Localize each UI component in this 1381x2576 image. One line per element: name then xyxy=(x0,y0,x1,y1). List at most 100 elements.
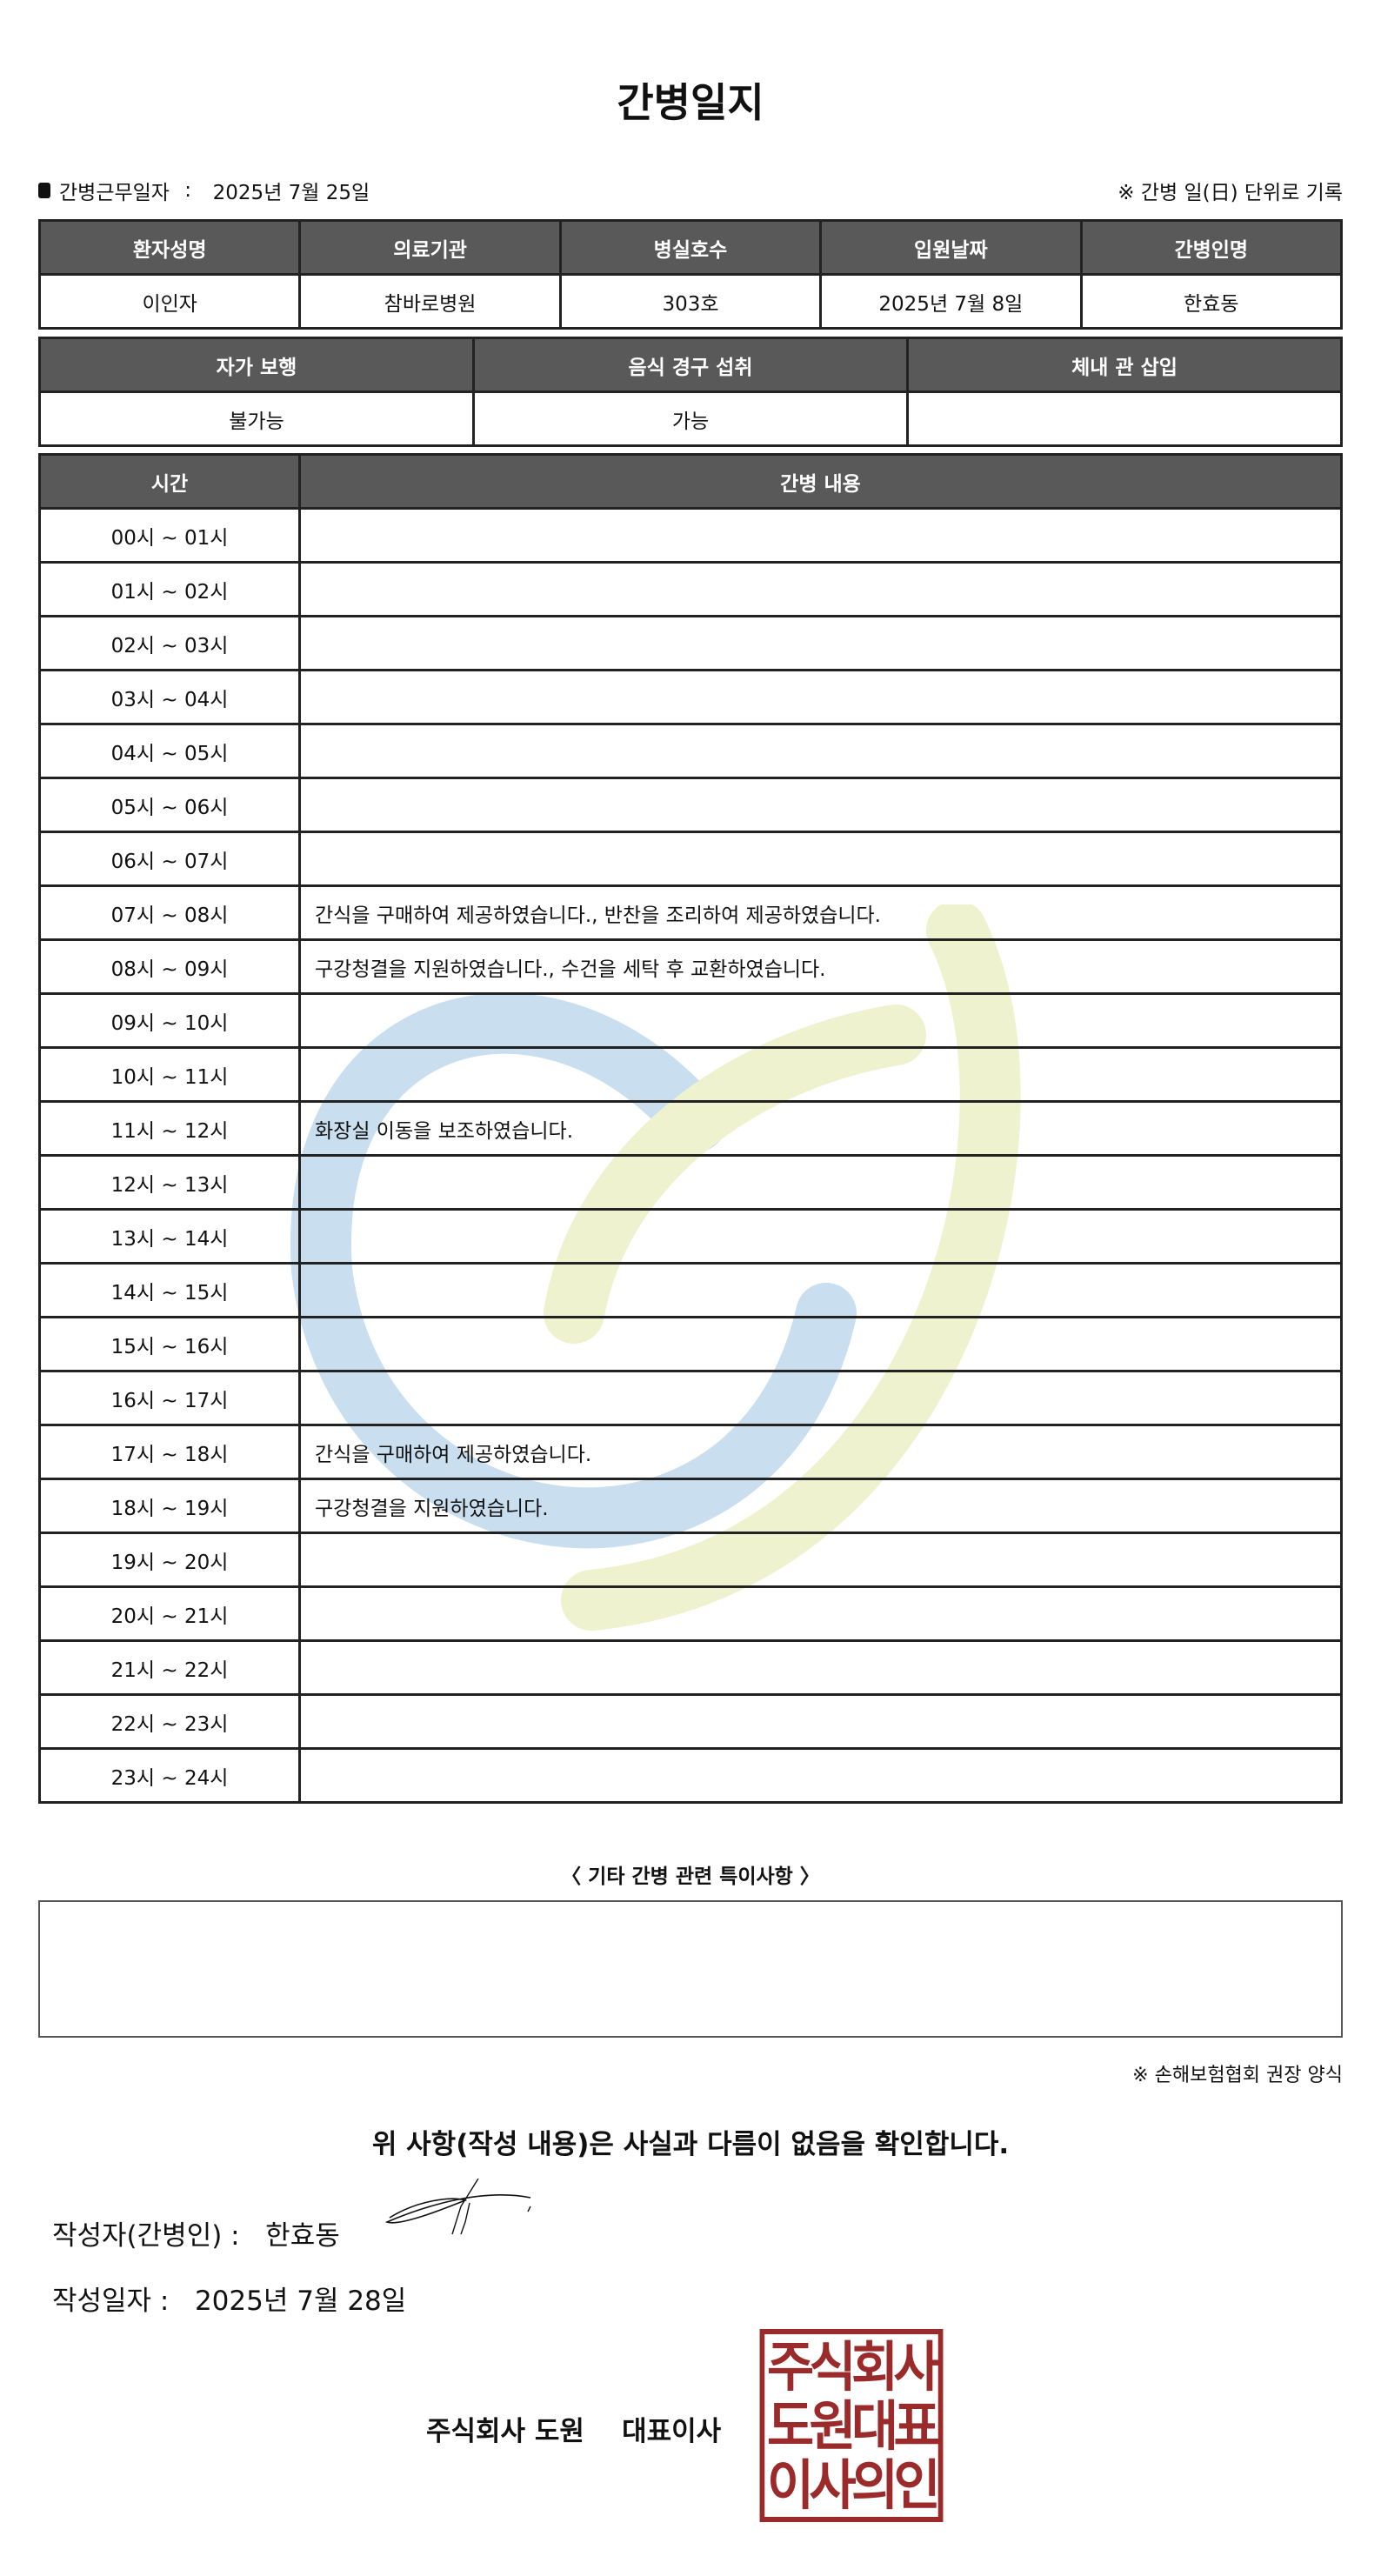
work-date-label: 간병근무일자 xyxy=(59,182,170,204)
patient-name: 이인자 xyxy=(37,273,302,330)
log-row: 12시 ~ 13시 xyxy=(38,1154,1343,1211)
log-row: 16시 ~ 17시 xyxy=(38,1370,1343,1426)
log-time: 04시 ~ 05시 xyxy=(38,723,301,779)
log-row: 15시 ~ 16시 xyxy=(38,1316,1343,1372)
log-content xyxy=(298,507,1343,564)
log-row: 09시 ~ 10시 xyxy=(38,992,1343,1049)
log-time: 13시 ~ 14시 xyxy=(38,1208,301,1265)
write-date-label: 작성일자 : xyxy=(52,2286,170,2317)
header-patient-name: 환자성명 xyxy=(37,219,302,276)
header-admission-date: 입원날짜 xyxy=(819,219,1083,276)
walking: 불가능 xyxy=(38,390,475,447)
log-content xyxy=(298,1639,1343,1696)
log-row: 03시 ~ 04시 xyxy=(38,669,1343,725)
log-content xyxy=(298,1316,1343,1372)
log-content xyxy=(298,831,1343,887)
header-hospital: 의료기관 xyxy=(298,219,562,276)
log-time: 22시 ~ 23시 xyxy=(38,1693,301,1750)
log-time: 10시 ~ 11시 xyxy=(38,1046,301,1103)
status-table: 자가 보행 음식 경구 섭취 체내 관 삽입 불가능 가능 xyxy=(38,337,1343,447)
log-row: 07시 ~ 08시 간식을 구매하여 제공하였습니다., 반찬을 조리하여 제공하… xyxy=(38,884,1343,941)
writer-name: 한효동 xyxy=(265,2220,340,2252)
log-row: 19시 ~ 20시 xyxy=(38,1532,1343,1588)
log-row: 06시 ~ 07시 xyxy=(38,831,1343,887)
log-time: 21시 ~ 22시 xyxy=(38,1639,301,1696)
log-content xyxy=(298,1747,1343,1804)
caregiver: 한효동 xyxy=(1079,273,1344,330)
log-content: 구강청결을 지원하였습니다., 수건을 세탁 후 교환하였습니다. xyxy=(298,938,1343,995)
patient-value-row: 이인자 참바로병원 303호 2025년 7월 8일 한효동 xyxy=(37,273,1344,330)
log-time: 01시 ~ 02시 xyxy=(38,561,301,617)
signature xyxy=(384,2179,531,2235)
log-content xyxy=(298,615,1343,671)
work-date-value: 2025년 7월 25일 xyxy=(212,182,370,204)
log-time: 17시 ~ 18시 xyxy=(38,1424,301,1480)
header-walking: 자가 보행 xyxy=(38,337,475,393)
source-note: ※ 손해보험협회 권장 양식 xyxy=(1132,2065,1343,2086)
record-note: ※ 간병 일(日) 단위로 기록 xyxy=(1117,182,1343,204)
care-log-table: 시간 간병 내용 00시 ~ 01시 01시 ~ 02시 02시 ~ 03시 03시 … xyxy=(38,453,1343,1804)
log-row: 18시 ~ 19시 구강청결을 지원하였습니다. xyxy=(38,1478,1343,1534)
separator: : xyxy=(177,179,204,202)
status-value-row: 불가능 가능 xyxy=(38,390,1343,447)
log-row: 17시 ~ 18시 간식을 구매하여 제공하였습니다. xyxy=(38,1424,1343,1480)
log-time: 03시 ~ 04시 xyxy=(38,669,301,725)
log-time: 19시 ~ 20시 xyxy=(38,1532,301,1588)
log-content xyxy=(298,561,1343,617)
confirmation-text: 위 사항(작성 내용)은 사실과 다름이 없음을 확인합니다. xyxy=(371,2129,1010,2160)
writer: 작성자(간병인) : 한효동 xyxy=(52,2213,340,2252)
log-time: 02시 ~ 03시 xyxy=(38,615,301,671)
admission-date: 2025년 7월 8일 xyxy=(819,273,1083,330)
log-time: 07시 ~ 08시 xyxy=(38,884,301,941)
log-row: 00시 ~ 01시 xyxy=(38,507,1343,564)
log-content xyxy=(298,992,1343,1049)
log-content xyxy=(298,1585,1343,1642)
header-caregiver: 간병인명 xyxy=(1079,219,1344,276)
log-content xyxy=(298,723,1343,779)
write-date: 작성일자 : 2025년 7월 28일 xyxy=(52,2279,406,2318)
log-time: 14시 ~ 15시 xyxy=(38,1262,301,1318)
log-row: 20시 ~ 21시 xyxy=(38,1585,1343,1642)
log-time: 23시 ~ 24시 xyxy=(38,1747,301,1804)
log-time: 12시 ~ 13시 xyxy=(38,1154,301,1211)
header-time: 시간 xyxy=(38,453,301,510)
log-time: 00시 ~ 01시 xyxy=(38,507,301,564)
log-row: 08시 ~ 09시 구강청결을 지원하였습니다., 수건을 세탁 후 교환하였습니… xyxy=(38,938,1343,995)
log-row: 22시 ~ 23시 xyxy=(38,1693,1343,1750)
log-time: 15시 ~ 16시 xyxy=(38,1316,301,1372)
log-time: 16시 ~ 17시 xyxy=(38,1370,301,1426)
patient-header-row: 환자성명 의료기관 병실호수 입원날짜 간병인명 xyxy=(37,219,1344,276)
write-date-value: 2025년 7월 28일 xyxy=(194,2286,407,2317)
oral-intake: 가능 xyxy=(472,390,909,447)
log-row: 02시 ~ 03시 xyxy=(38,615,1343,671)
log-row: 04시 ~ 05시 xyxy=(38,723,1343,779)
work-date: 간병근무일자 : 2025년 7월 25일 xyxy=(38,176,370,205)
log-content: 간식을 구매하여 제공하였습니다. xyxy=(298,1424,1343,1480)
log-content: 구강청결을 지원하였습니다. xyxy=(298,1478,1343,1534)
log-row: 05시 ~ 06시 xyxy=(38,777,1343,833)
header-tube: 체내 관 삽입 xyxy=(906,337,1343,393)
log-row: 21시 ~ 22시 xyxy=(38,1639,1343,1696)
status-header-row: 자가 보행 음식 경구 섭취 체내 관 삽입 xyxy=(38,337,1343,393)
log-content xyxy=(298,1154,1343,1211)
log-time: 18시 ~ 19시 xyxy=(38,1478,301,1534)
log-time: 11시 ~ 12시 xyxy=(38,1100,301,1157)
etc-notes-box xyxy=(38,1900,1343,2038)
log-content xyxy=(298,669,1343,725)
log-row: 14시 ~ 15시 xyxy=(38,1262,1343,1318)
header-content: 간병 내용 xyxy=(298,453,1343,510)
log-content: 간식을 구매하여 제공하였습니다., 반찬을 조리하여 제공하였습니다. xyxy=(298,884,1343,941)
page-title: 간병일지 xyxy=(617,79,764,126)
hospital: 참바로병원 xyxy=(298,273,562,330)
writer-label: 작성자(간병인) : xyxy=(52,2220,240,2252)
log-row: 10시 ~ 11시 xyxy=(38,1046,1343,1103)
log-time: 06시 ~ 07시 xyxy=(38,831,301,887)
log-content xyxy=(298,1046,1343,1103)
bullet-icon xyxy=(38,183,50,198)
log-content xyxy=(298,1532,1343,1588)
header-room: 병실호수 xyxy=(558,219,823,276)
room: 303호 xyxy=(558,273,823,330)
log-content xyxy=(298,777,1343,833)
log-time: 05시 ~ 06시 xyxy=(38,777,301,833)
log-time: 09시 ~ 10시 xyxy=(38,992,301,1049)
